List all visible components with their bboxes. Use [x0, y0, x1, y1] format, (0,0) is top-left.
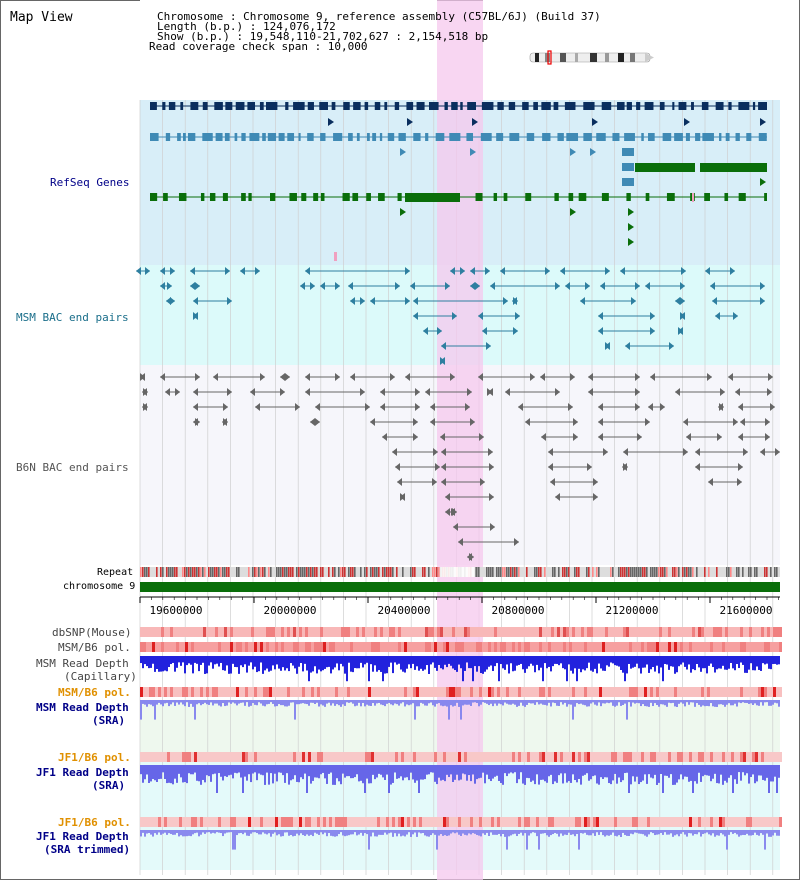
refseq-genes-track[interactable]	[150, 102, 767, 261]
axis-tick-label: 21200000	[606, 604, 659, 617]
label-jf1-depth-sra-sub: (SRA)	[92, 779, 126, 792]
label-jf1-depth-sra[interactable]: JF1 Read Depth	[36, 766, 129, 779]
b6n-bac-track[interactable]	[140, 373, 780, 561]
info-show: Show (b.p.) : 19,548,110-21,702,627 : 2,…	[157, 30, 489, 43]
label-msm-depth-sra-sub: (SRA)	[92, 714, 126, 727]
label-jf1-pol-2[interactable]: JF1/B6 pol.	[58, 816, 131, 829]
label-jf1-pol-1[interactable]: JF1/B6 pol.	[58, 751, 131, 764]
axis-tick-label: 20800000	[492, 604, 545, 617]
info-length: Length (b.p.) : 124,076,172	[157, 20, 336, 33]
page-title: Map View	[10, 10, 73, 25]
ideogram-position-marker	[547, 50, 552, 65]
chromosome-bar	[140, 582, 780, 592]
msm-bac-track[interactable]	[136, 267, 765, 365]
label-msm-depth-cap-sub: (Capillary)	[64, 670, 137, 683]
label-msm-pol-2[interactable]: MSM/B6 pol.	[58, 686, 131, 699]
info-chromosome: Chromosome : Chromosome 9, reference ass…	[157, 10, 601, 23]
repeat-track	[140, 567, 780, 577]
label-msm-depth-sra[interactable]: MSM Read Depth	[36, 701, 129, 714]
label-msm-pol-1[interactable]: MSM/B6 pol.	[58, 641, 131, 654]
label-jf1-depth-trim-sub: (SRA trimmed)	[44, 843, 131, 856]
axis-tick-label: 20000000	[264, 604, 317, 617]
label-chromosome: chromosome 9	[63, 581, 136, 592]
chromosome-ideogram[interactable]	[529, 50, 654, 65]
label-jf1-depth-trim[interactable]: JF1 Read Depth	[36, 830, 129, 843]
label-refseq-genes[interactable]: RefSeq Genes	[50, 176, 130, 189]
coordinate-axis: 19600000 20000000 20400000 20800000 21200000…	[139, 596, 780, 617]
variation-tracks	[140, 627, 782, 850]
label-repeat: Repeat	[97, 567, 134, 578]
label-b6n-bac[interactable]: B6N BAC end pairs	[16, 461, 129, 474]
label-msm-depth-cap[interactable]: MSM Read Depth	[36, 657, 129, 670]
info-coverage: Read coverage check span : 10,000	[149, 40, 368, 53]
label-msm-bac[interactable]: MSM BAC end pairs	[16, 311, 129, 324]
label-dbsnp[interactable]: dbSNP(Mouse)	[52, 626, 132, 639]
axis-tick-label: 19600000	[150, 604, 203, 617]
axis-tick-label: 21600000	[720, 604, 773, 617]
axis-tick-label: 20400000	[378, 604, 431, 617]
